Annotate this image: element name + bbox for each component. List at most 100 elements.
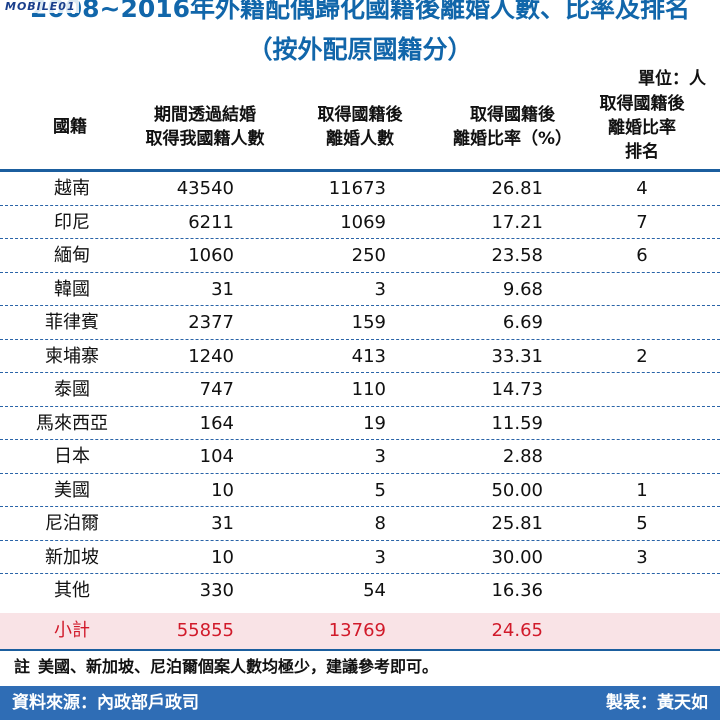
cell-naturalized: 747 bbox=[199, 379, 234, 400]
cell-rank: 7 bbox=[636, 211, 648, 233]
cell-rank: 3 bbox=[636, 546, 648, 568]
footer-bar: 資料來源：內政部戶政司 製表：黃天如 bbox=[0, 686, 720, 720]
cell-naturalized: 10 bbox=[211, 546, 234, 568]
cell-naturalized: 6211 bbox=[188, 211, 234, 233]
cell-divorced: 19 bbox=[363, 412, 386, 434]
cell-divorced: 159 bbox=[351, 312, 386, 333]
cell-naturalized: 10 bbox=[211, 479, 234, 501]
cell-rate: 6.69 bbox=[502, 312, 543, 333]
cell-rank: 1 bbox=[636, 479, 648, 501]
cell-rank bbox=[612, 407, 672, 440]
table-row: 美國 10 5 50.00 1 bbox=[0, 474, 720, 507]
cell-nationality: 韓國 bbox=[54, 278, 90, 300]
cell-nationality: 菲律賓 bbox=[45, 312, 99, 333]
cell-nationality: 其他 bbox=[54, 580, 90, 601]
unit-label: 單位：人 bbox=[638, 69, 706, 89]
table-row: 緬甸 1060 250 23.58 6 bbox=[0, 239, 720, 273]
cell-nationality: 新加坡 bbox=[45, 546, 99, 568]
cell-rank bbox=[612, 574, 672, 607]
cell-rate: 9.68 bbox=[502, 278, 543, 300]
header-naturalized-line1: 期間透過結婚 bbox=[154, 105, 256, 125]
cell-rate: 14.73 bbox=[491, 379, 543, 400]
header-divorced: 取得國籍後 離婚人數 bbox=[300, 103, 420, 151]
cell-nationality: 緬甸 bbox=[54, 245, 90, 266]
table-row: 日本 104 3 2.88 bbox=[0, 440, 720, 474]
header-rate-line2: 離婚比率（%） bbox=[452, 129, 573, 149]
cell-divorced: 11673 bbox=[328, 178, 386, 199]
cell-naturalized: 43540 bbox=[176, 178, 234, 199]
cell-naturalized: 164 bbox=[199, 412, 234, 434]
cell-nationality: 馬來西亞 bbox=[36, 412, 108, 434]
cell-rate: 33.31 bbox=[491, 345, 543, 367]
header-divorced-line1: 取得國籍後 bbox=[317, 105, 403, 125]
cell-naturalized: 330 bbox=[199, 580, 234, 601]
footnote-label: 註 bbox=[14, 657, 31, 676]
cell-nationality: 尼泊爾 bbox=[45, 513, 99, 534]
cell-nationality: 日本 bbox=[54, 446, 90, 467]
table-row: 菲律賓 2377 159 6.69 bbox=[0, 306, 720, 340]
table-body: 越南 43540 11673 26.81 4 印尼 6211 1069 17.2… bbox=[0, 172, 720, 608]
cell-rate: 17.21 bbox=[491, 211, 543, 233]
cell-divorced: 3 bbox=[374, 446, 386, 467]
table-author: 製表：黃天如 bbox=[606, 693, 708, 713]
footnote-text: 美國、新加坡、尼泊爾個案人數均極少，建議參考即可。 bbox=[38, 657, 439, 676]
cell-rank bbox=[612, 373, 672, 406]
data-source: 資料來源：內政部戶政司 bbox=[12, 693, 199, 713]
cell-divorced: 3 bbox=[374, 278, 386, 300]
footnote: 註美國、新加坡、尼泊爾個案人數均極少，建議參考即可。 bbox=[14, 652, 438, 682]
header-rank-line1: 取得國籍後 bbox=[599, 94, 685, 114]
cell-naturalized: 1240 bbox=[188, 345, 234, 367]
table-row: 泰國 747 110 14.73 bbox=[0, 373, 720, 407]
header-naturalized: 期間透過結婚 取得我國籍人數 bbox=[130, 103, 280, 151]
cell-divorced: 5 bbox=[374, 479, 386, 501]
cell-naturalized: 2377 bbox=[188, 312, 234, 333]
header-divorced-line2: 離婚人數 bbox=[326, 129, 394, 149]
cell-rank bbox=[612, 306, 672, 339]
cell-nationality: 越南 bbox=[54, 178, 90, 199]
header-rank-line3: 排名 bbox=[625, 142, 659, 162]
cell-rank: 4 bbox=[636, 178, 648, 199]
cell-rank bbox=[612, 273, 672, 306]
cell-nationality: 柬埔寨 bbox=[45, 345, 99, 367]
cell-rank: 5 bbox=[636, 513, 648, 534]
cell-divorced: 54 bbox=[363, 580, 386, 601]
header-nationality: 國籍 bbox=[53, 117, 87, 137]
note-divider bbox=[0, 649, 720, 651]
header-rank-line2: 離婚比率 bbox=[608, 118, 676, 138]
cell-rate: 11.59 bbox=[491, 412, 543, 434]
cell-rate: 50.00 bbox=[491, 479, 543, 501]
cell-rate: 23.58 bbox=[491, 245, 543, 266]
cell-rank bbox=[612, 440, 672, 473]
header-rate-line1: 取得國籍後 bbox=[470, 105, 555, 125]
header-rate: 取得國籍後 離婚比率（%） bbox=[435, 103, 590, 151]
cell-divorced: 413 bbox=[351, 345, 386, 367]
cell-rank: 6 bbox=[636, 245, 648, 266]
cell-divorced: 250 bbox=[351, 245, 386, 266]
table-row: 韓國 31 3 9.68 bbox=[0, 273, 720, 306]
cell-rate: 30.00 bbox=[491, 546, 543, 568]
subtotal-row: 小計 55855 13769 24.65 bbox=[0, 613, 720, 649]
subtotal-naturalized: 55855 bbox=[176, 620, 234, 641]
subtotal-rate: 24.65 bbox=[491, 620, 543, 641]
table-row: 馬來西亞 164 19 11.59 bbox=[0, 407, 720, 440]
cell-nationality: 印尼 bbox=[54, 211, 90, 233]
subtotal-label: 小計 bbox=[54, 620, 90, 641]
table-row: 印尼 6211 1069 17.21 7 bbox=[0, 206, 720, 239]
header-rank: 取得國籍後 離婚比率 排名 bbox=[585, 92, 699, 164]
cell-naturalized: 104 bbox=[199, 446, 234, 467]
table-row: 越南 43540 11673 26.81 4 bbox=[0, 172, 720, 206]
table-row: 新加坡 10 3 30.00 3 bbox=[0, 541, 720, 574]
site-watermark-logo: MOBILE01 bbox=[2, 0, 79, 13]
table-header: 國籍 期間透過結婚 取得我國籍人數 取得國籍後 離婚人數 取得國籍後 離婚比率（… bbox=[0, 92, 720, 170]
cell-naturalized: 31 bbox=[211, 513, 234, 534]
page-title: 2008~2016年外籍配偶歸化國籍後離婚人數、比率及排名 bbox=[29, 0, 691, 23]
cell-divorced: 3 bbox=[374, 546, 386, 568]
cell-rate: 16.36 bbox=[491, 580, 543, 601]
cell-divorced: 1069 bbox=[340, 211, 386, 233]
cell-rate: 25.81 bbox=[491, 513, 543, 534]
cell-rank: 2 bbox=[636, 345, 648, 367]
cell-nationality: 美國 bbox=[54, 479, 90, 501]
header-naturalized-line2: 取得我國籍人數 bbox=[145, 129, 265, 149]
cell-divorced: 8 bbox=[374, 513, 386, 534]
table-row: 柬埔寨 1240 413 33.31 2 bbox=[0, 340, 720, 373]
